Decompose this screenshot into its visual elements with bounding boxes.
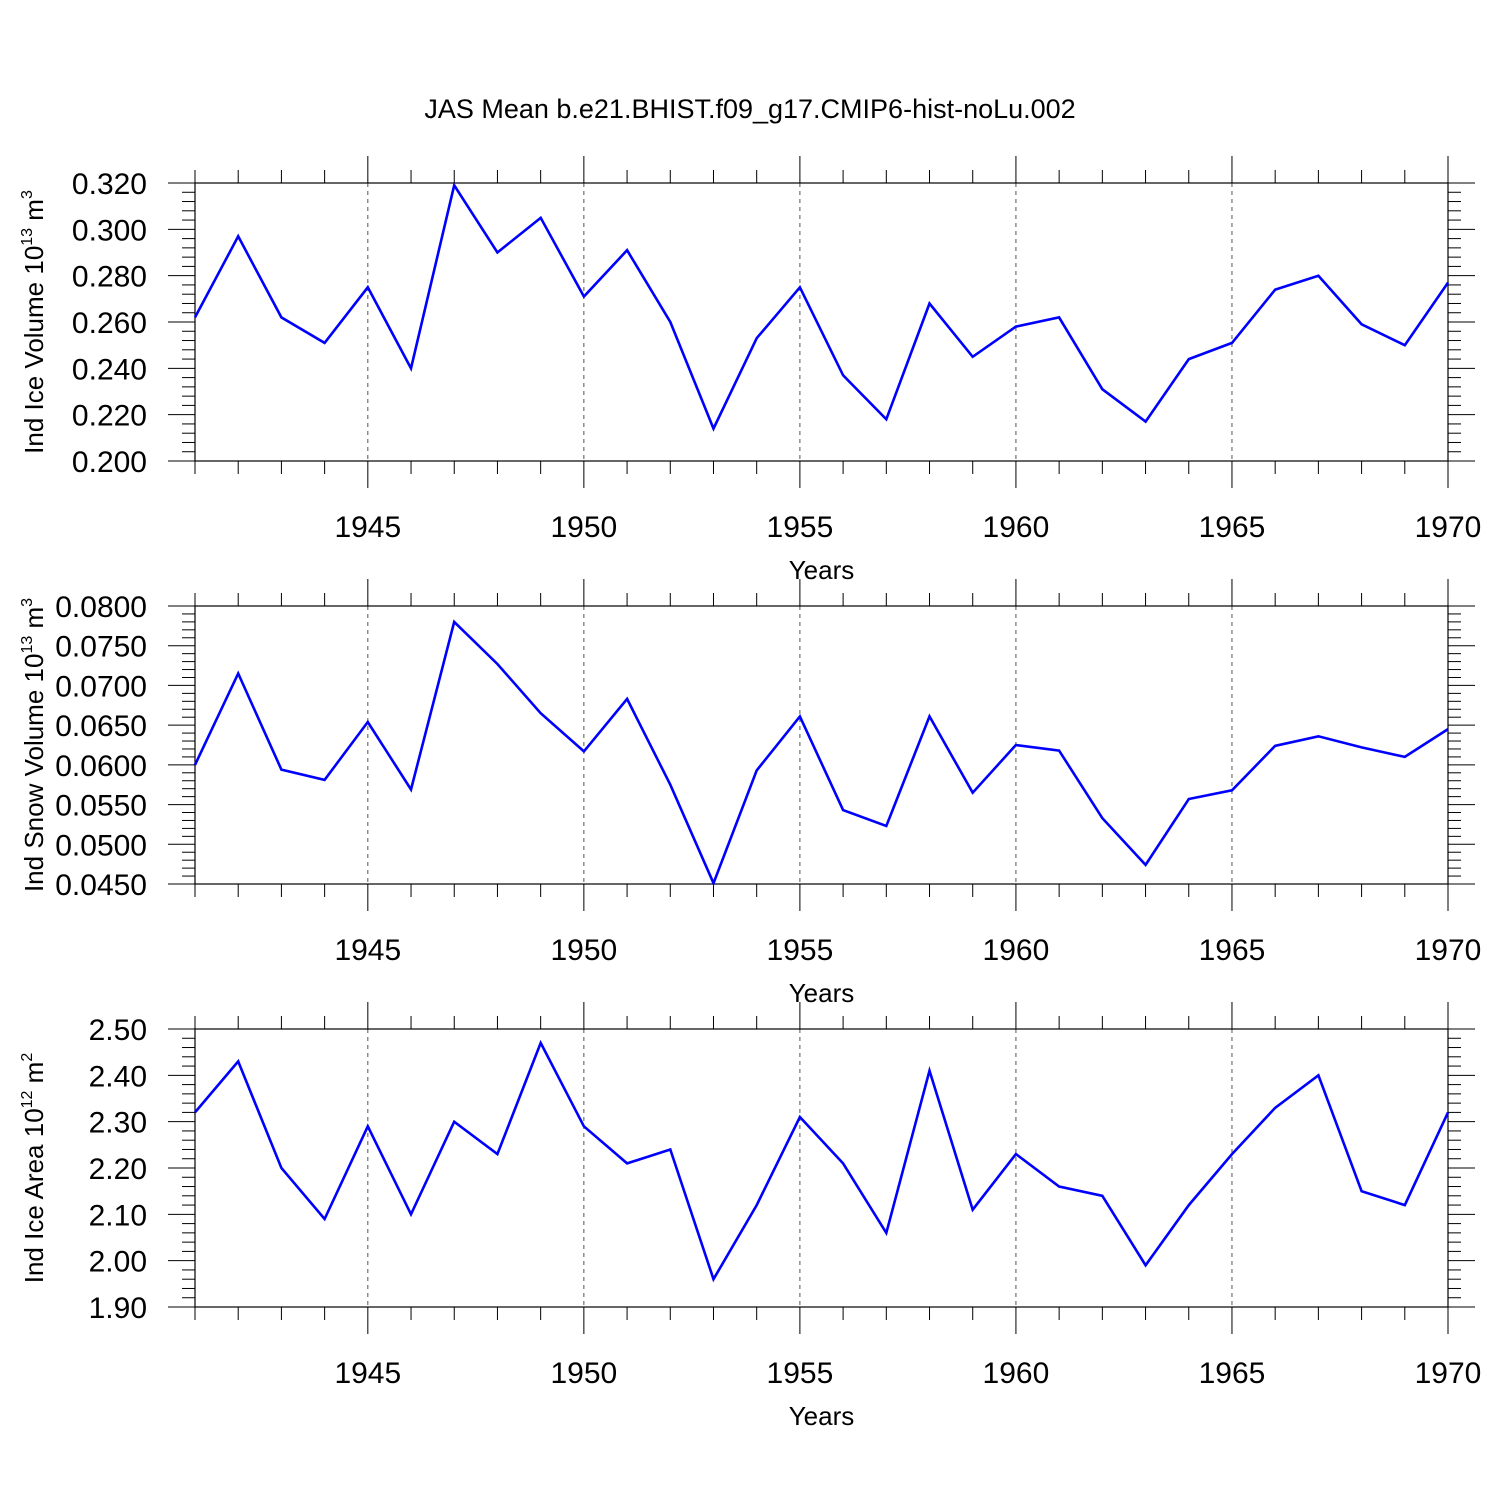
ice-area-panel: 1.90 2.00 2.10 2.20 2.30 2.40 2.50 1945 1950 1955… [19,1002,1481,1431]
snow-volume-panel: 0.0450 0.0500 0.0550 0.0600 0.0650 0.0700 0.07… [19,579,1481,1008]
ice-volume-panel: 0.200 0.220 0.240 0.260 0.280 0.300 0.320 1945 1… [19,156,1481,585]
ice-area-x-tick-label: 1950 [550,1357,617,1390]
ice-volume-x-tick-label: 1965 [1199,511,1266,544]
ice-area-x-tick-label: 1965 [1199,1357,1266,1390]
ice-volume-x-tick-label: 1950 [550,511,617,544]
ice-volume-y-tick-label: 0.320 [72,168,147,201]
ice-volume-x-tick-label: 1955 [767,511,834,544]
snow-volume-x-tick-label: 1965 [1199,934,1266,967]
ice-volume-series-line [193,182,1450,432]
ice-area-y-tick-label: 2.30 [89,1107,147,1140]
ice-volume-y-tick-label: 0.300 [72,214,147,247]
ice-area-x-axis-label: Years [789,1401,855,1431]
ice-area-x-tick-label: 1970 [1415,1357,1482,1390]
snow-volume-y-tick-label: 0.0700 [55,670,147,703]
snow-volume-y-tick-label: 0.0450 [55,869,147,902]
ice-volume-plot-frame [194,182,1449,462]
ice-area-x-tick-label: 1960 [983,1357,1050,1390]
snow-volume-x-tick-label: 1955 [767,934,834,967]
ice-area-series-line [194,1039,1450,1283]
snow-volume-x-tick-label: 1970 [1415,934,1482,967]
snow-volume-x-axis-label: Years [789,978,855,1008]
ice-volume-x-axis-label: Years [789,555,855,585]
ice-area-x-tick-label: 1945 [334,1357,401,1390]
ice-area-y-axis-label: Ind Ice Area 1012 m2 [19,1053,49,1284]
ice-volume-y-axis-label: Ind Ice Volume 1013 m3 [19,190,49,454]
ice-area-x-tick-label: 1955 [767,1357,834,1390]
ice-area-y-tick-label: 2.10 [89,1199,147,1232]
ice-area-plot-frame [194,1028,1449,1308]
snow-volume-y-tick-label: 0.0650 [55,710,147,743]
ice-area-y-tick-label: 2.40 [89,1060,147,1093]
snow-volume-plot-frame [194,605,1449,885]
snow-volume-y-tick-label: 0.0550 [55,790,147,823]
snow-volume-y-tick-label: 0.0750 [55,631,147,664]
ice-volume-y-tick-label: 0.240 [72,353,147,386]
snow-volume-series-line [193,619,1449,887]
snow-volume-y-axis-label: Ind Snow Volume 1013 m3 [19,598,49,892]
ice-volume-x-tick-label: 1945 [334,511,401,544]
snow-volume-y-tick-label: 0.0600 [55,750,147,783]
ice-area-y-tick-label: 2.50 [89,1014,147,1047]
ice-volume-y-tick-label: 0.200 [72,446,147,479]
figure-title: JAS Mean b.e21.BHIST.f09_g17.CMIP6-hist-… [424,94,1075,124]
snow-volume-y-tick-label: 0.0800 [55,591,147,624]
ice-area-y-tick-label: 2.00 [89,1246,147,1279]
ice-area-y-tick-label: 2.20 [89,1153,147,1186]
ice-volume-x-tick-label: 1970 [1415,511,1482,544]
snow-volume-y-tick-label: 0.0500 [55,829,147,862]
ice-volume-y-tick-label: 0.280 [72,261,147,294]
ice-area-y-tick-label: 1.90 [89,1292,147,1325]
snow-volume-x-tick-label: 1945 [334,934,401,967]
snow-volume-x-tick-label: 1960 [983,934,1050,967]
snow-volume-x-tick-label: 1950 [550,934,617,967]
ice-volume-y-tick-label: 0.260 [72,307,147,340]
ice-volume-x-tick-label: 1960 [983,511,1050,544]
ice-volume-y-tick-label: 0.220 [72,400,147,433]
